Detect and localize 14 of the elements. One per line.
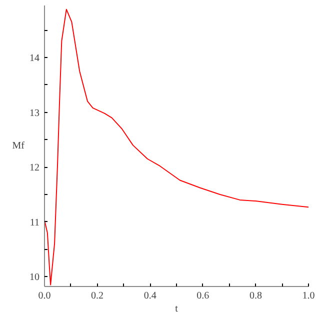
y-tick-label: 10 [30, 272, 40, 284]
y-tick-label: 14 [30, 53, 40, 64]
x-tick-label: 0.4 [144, 290, 156, 302]
line-series [44, 8, 308, 286]
y-tick-label: 13 [30, 108, 40, 119]
y-axis-title: Mf [12, 140, 26, 152]
y-tick-label: 12 [30, 162, 40, 174]
x-tick-label: 0.0 [38, 290, 51, 302]
x-tick-label: 0.6 [196, 290, 210, 302]
x-axis-title: t [175, 304, 178, 314]
y-tick-label: 11 [30, 217, 40, 228]
x-tick-label: 0.8 [249, 290, 262, 302]
x-tick-label: 0.2 [91, 290, 104, 302]
x-tick-label: 1.0 [302, 290, 315, 302]
